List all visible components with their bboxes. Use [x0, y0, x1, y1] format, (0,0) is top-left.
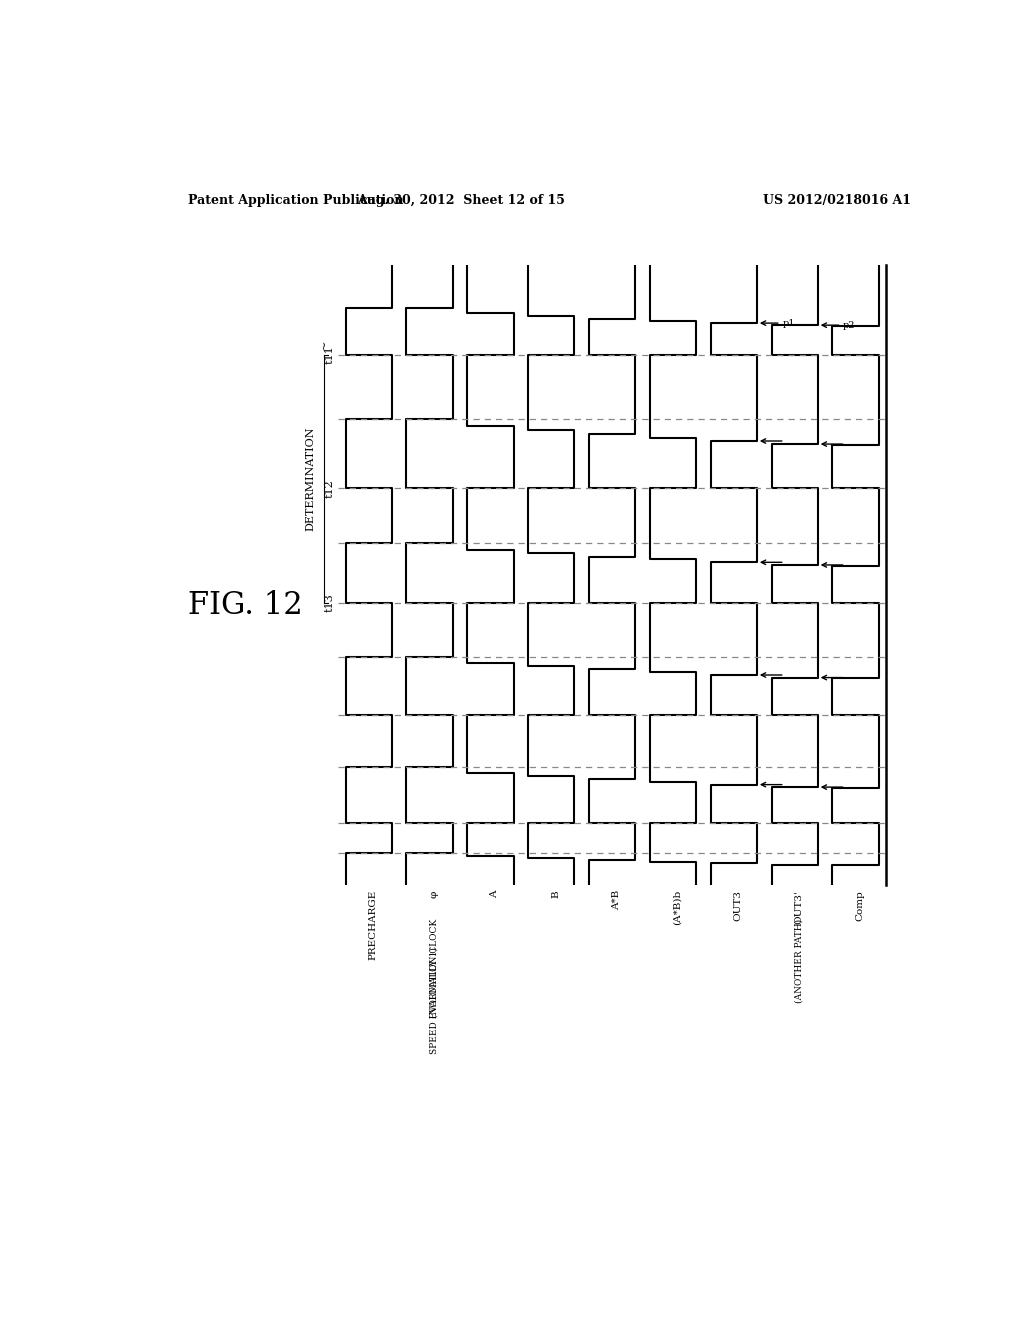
Text: US 2012/0218016 A1: US 2012/0218016 A1: [763, 194, 911, 207]
Text: SPEED EVALUATION CLOCK: SPEED EVALUATION CLOCK: [430, 919, 438, 1053]
Text: PRECHARGE: PRECHARGE: [369, 890, 378, 961]
Text: t12: t12: [325, 479, 334, 498]
Text: t13: t13: [325, 594, 334, 612]
Text: DETERMINATION: DETERMINATION: [305, 426, 315, 531]
Text: (NORMALLY 1): (NORMALLY 1): [430, 948, 438, 1018]
Text: A: A: [490, 890, 500, 898]
Text: B: B: [551, 890, 560, 898]
Text: t11: t11: [325, 346, 334, 364]
Text: p2: p2: [843, 321, 856, 330]
Text: Comp: Comp: [855, 890, 864, 921]
Text: ~: ~: [317, 339, 331, 350]
Text: (A*B)b: (A*B)b: [673, 890, 682, 925]
Text: Patent Application Publication: Patent Application Publication: [187, 194, 403, 207]
Text: OUT3: OUT3: [734, 890, 742, 921]
Text: Aug. 30, 2012  Sheet 12 of 15: Aug. 30, 2012 Sheet 12 of 15: [357, 194, 565, 207]
Text: φ: φ: [430, 890, 438, 898]
Text: FIG. 12: FIG. 12: [187, 590, 302, 622]
Text: A*B: A*B: [612, 890, 622, 911]
Text: p1: p1: [782, 318, 795, 327]
Text: (ANOTHER PATH): (ANOTHER PATH): [795, 919, 804, 1003]
Text: OUT3': OUT3': [795, 890, 804, 924]
